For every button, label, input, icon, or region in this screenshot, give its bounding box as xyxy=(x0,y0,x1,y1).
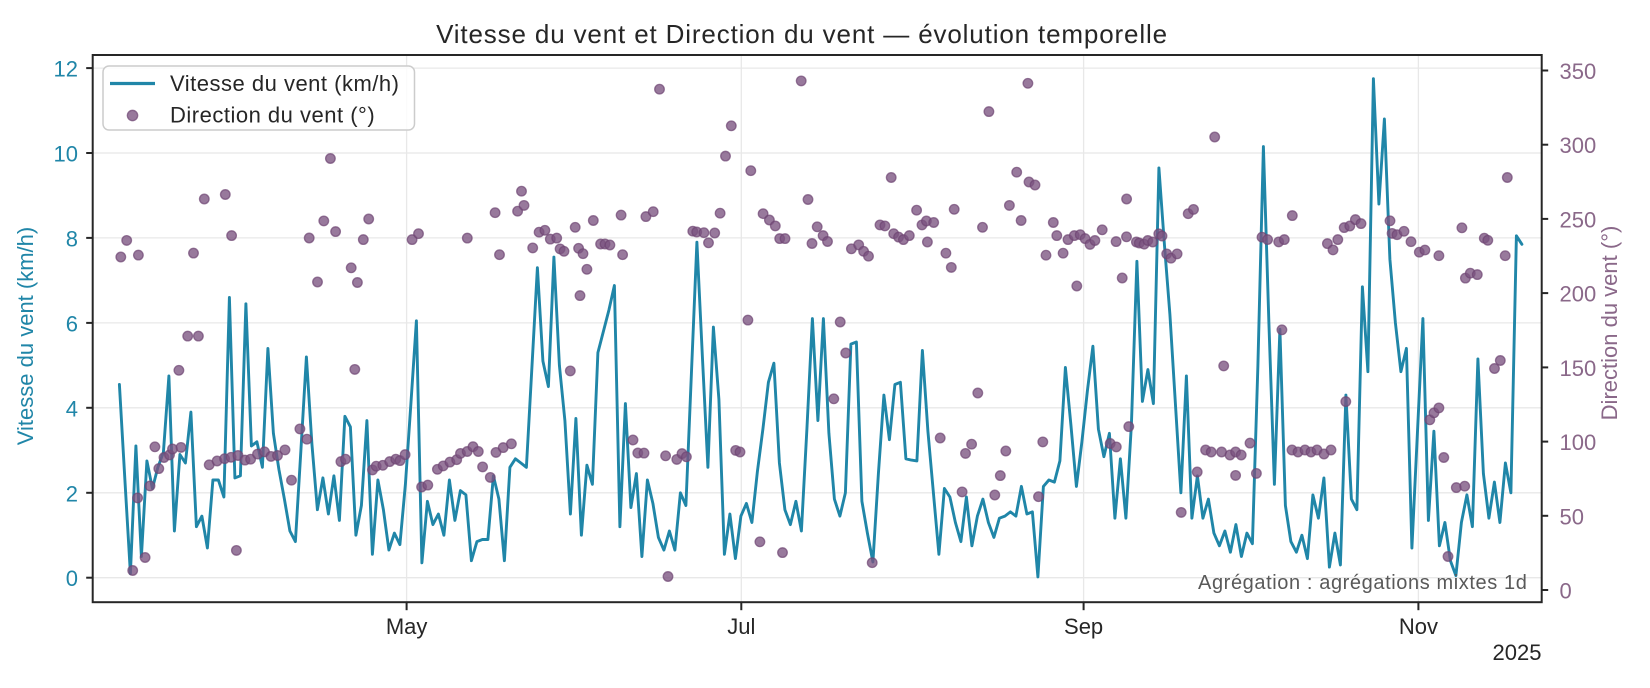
svg-text:Agrégation : agrégations mixte: Agrégation : agrégations mixtes 1d xyxy=(1198,572,1527,594)
svg-text:2025: 2025 xyxy=(1493,640,1542,665)
svg-text:Jul: Jul xyxy=(727,614,755,639)
svg-text:300: 300 xyxy=(1560,133,1597,158)
svg-text:250: 250 xyxy=(1560,207,1597,232)
svg-text:Nov: Nov xyxy=(1399,614,1438,639)
svg-text:0: 0 xyxy=(66,566,78,591)
svg-text:Direction du vent (°): Direction du vent (°) xyxy=(170,103,375,128)
svg-text:2: 2 xyxy=(66,481,78,506)
svg-text:50: 50 xyxy=(1560,504,1584,529)
svg-text:May: May xyxy=(386,614,428,639)
svg-text:4: 4 xyxy=(66,396,78,421)
svg-text:150: 150 xyxy=(1560,356,1597,381)
svg-text:12: 12 xyxy=(54,57,78,82)
svg-text:Vitesse du vent et Direction d: Vitesse du vent et Direction du vent — é… xyxy=(436,19,1168,49)
svg-text:200: 200 xyxy=(1560,282,1597,307)
svg-text:100: 100 xyxy=(1560,430,1597,455)
svg-text:10: 10 xyxy=(54,142,78,167)
svg-text:Vitesse du vent (km/h): Vitesse du vent (km/h) xyxy=(13,227,38,445)
svg-text:Vitesse du vent (km/h): Vitesse du vent (km/h) xyxy=(170,71,399,96)
svg-text:Sep: Sep xyxy=(1064,614,1103,639)
svg-text:6: 6 xyxy=(66,311,78,336)
svg-text:350: 350 xyxy=(1560,59,1597,84)
svg-text:0: 0 xyxy=(1560,579,1572,604)
svg-text:Direction du vent (°): Direction du vent (°) xyxy=(1597,226,1622,421)
svg-text:8: 8 xyxy=(66,226,78,251)
